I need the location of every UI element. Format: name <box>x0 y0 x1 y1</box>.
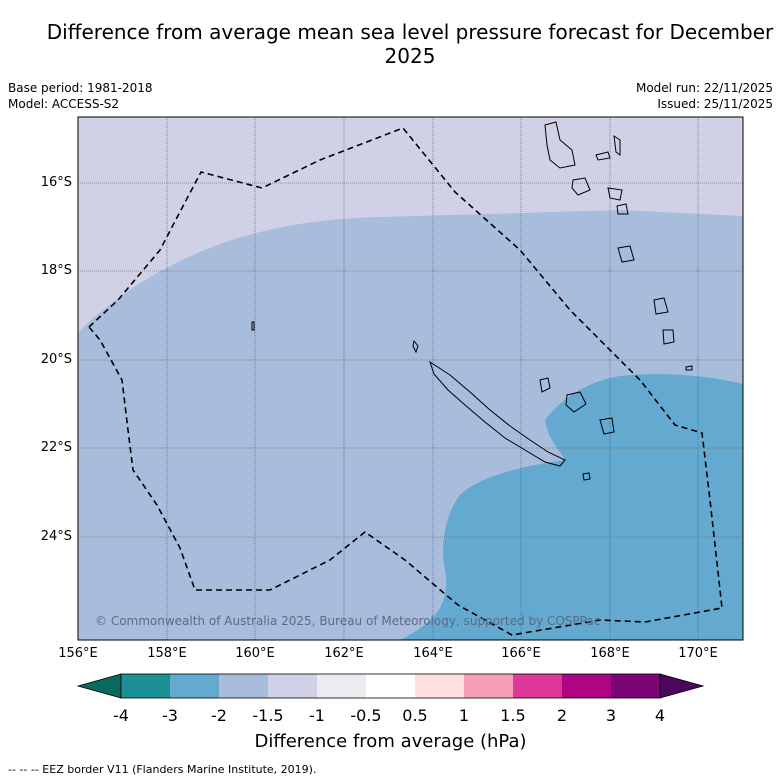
new-caledonia-coast <box>429 360 566 467</box>
graticule <box>78 117 743 640</box>
cb-seg-5 <box>317 674 366 698</box>
eez-border <box>87 127 723 636</box>
cb-tick-7: 0.5 <box>402 706 428 725</box>
colorbar-segments <box>121 674 660 698</box>
vanuatu-pentecost <box>607 187 623 201</box>
cb-tick-3: -2 <box>211 706 227 725</box>
colorbar-over-triangle <box>659 673 705 699</box>
model-name: Model: ACCESS-S2 <box>8 97 120 111</box>
vanuatu-aneityum <box>662 329 675 345</box>
lat-label-24s: 24°S <box>40 529 72 544</box>
hunter-island <box>685 365 693 371</box>
copyright-notice: © Commonwealth of Australia 2025, Bureau… <box>95 614 601 628</box>
lon-label-158e: 158°E <box>147 646 187 661</box>
cb-tick-9: 1.5 <box>500 706 526 725</box>
meta-left: Base period: 1981-2018 Model: ACCESS-S2 <box>8 80 153 112</box>
cb-seg-7 <box>415 674 464 698</box>
loyalty-islands-ouvea <box>539 377 551 393</box>
vanuatu-ambae <box>595 151 611 161</box>
cb-seg-8 <box>464 674 513 698</box>
vanuatu-efate <box>616 203 629 215</box>
cb-seg-6 <box>366 674 415 698</box>
issued-date: Issued: 25/11/2025 <box>657 97 773 111</box>
cb-tick-2: -3 <box>162 706 178 725</box>
lat-label-18s: 18°S <box>40 263 72 278</box>
base-period: Base period: 1981-2018 <box>8 81 153 95</box>
cb-seg-3 <box>219 674 268 698</box>
belep-islands <box>412 339 419 354</box>
cb-seg-9 <box>513 674 562 698</box>
anomaly-band-dark <box>400 374 743 640</box>
vanuatu-erromango <box>617 245 635 263</box>
eez-footnote: -- -- -- EEZ border V11 (Flanders Marine… <box>8 763 317 776</box>
lat-label-16s: 16°S <box>40 175 72 190</box>
cb-tick-10: 2 <box>556 706 568 725</box>
model-run: Model run: 22/11/2025 <box>635 81 773 95</box>
vanuatu-espiritu-santo <box>544 121 576 169</box>
colorbar-under-triangle <box>76 673 122 699</box>
lat-label-22s: 22°S <box>40 440 72 455</box>
vanuatu-malakula <box>571 177 591 196</box>
cb-seg-1 <box>121 674 170 698</box>
map-frame <box>77 116 744 641</box>
cb-tick-12: 4 <box>654 706 666 725</box>
chart-title: Difference from average mean sea level p… <box>46 20 774 68</box>
lon-label-156e: 156°E <box>58 646 98 661</box>
lon-label-164e: 164°E <box>413 646 453 661</box>
cb-seg-10 <box>562 674 611 698</box>
vanuatu-tanna <box>653 297 669 315</box>
colorbar-title: Difference from average (hPa) <box>254 731 527 752</box>
lat-label-20s: 20°S <box>40 352 72 367</box>
meta-right: Model run: 22/11/2025 Issued: 25/11/2025 <box>636 80 773 112</box>
loyalty-islands-mare <box>599 417 615 435</box>
isle-of-pines <box>582 472 591 481</box>
cb-seg-2 <box>170 674 219 698</box>
colorbar-frame <box>120 673 661 699</box>
cb-seg-4 <box>268 674 317 698</box>
cb-tick-6: -0.5 <box>350 706 382 725</box>
lon-label-168e: 168°E <box>590 646 630 661</box>
cb-tick-1: -4 <box>113 706 129 725</box>
cb-tick-11: 3 <box>605 706 617 725</box>
chesterfield-islet <box>251 321 255 331</box>
loyalty-islands-lifou <box>565 391 587 413</box>
cb-tick-8: 1 <box>458 706 470 725</box>
lon-label-162e: 162°E <box>324 646 364 661</box>
lon-label-170e: 170°E <box>678 646 718 661</box>
cb-tick-5: -1 <box>309 706 325 725</box>
lon-label-160e: 160°E <box>235 646 275 661</box>
vanuatu-maewo <box>613 134 621 156</box>
coastlines <box>251 121 693 481</box>
cb-tick-4: -1.5 <box>252 706 284 725</box>
lon-label-166e: 166°E <box>501 646 541 661</box>
cb-seg-11 <box>611 674 660 698</box>
